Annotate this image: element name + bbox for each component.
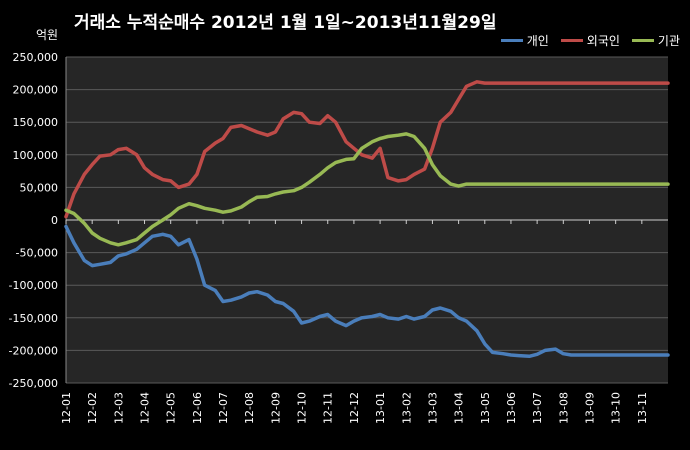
legend-item-foreign: 외국인	[560, 32, 620, 49]
y-tick-label: 250,000	[13, 51, 59, 64]
x-tick-label: 13-10	[610, 392, 623, 424]
x-tick-label: 12-04	[139, 392, 152, 424]
legend-swatch-foreign	[560, 39, 583, 42]
x-tick-label: 12-09	[269, 392, 282, 424]
x-tick-label: 12-01	[60, 392, 73, 424]
legend-item-gaein: 개인	[500, 32, 549, 49]
legend-swatch-institution	[631, 39, 654, 42]
x-tick-label: 13-11	[636, 392, 649, 424]
x-tick-label: 13-03	[426, 392, 439, 424]
x-tick-label: 12-06	[191, 392, 204, 424]
y-tick-label: 100,000	[13, 149, 59, 162]
x-tick-label: 13-07	[531, 392, 544, 424]
x-tick-label: 13-06	[505, 392, 518, 424]
x-tick-label: 12-03	[112, 392, 125, 424]
x-tick-label: 13-04	[453, 392, 466, 424]
chart-title: 거래소 누적순매수 2012년 1월 1일~2013년11월29일	[74, 13, 497, 33]
legend-item-institution: 기관	[631, 32, 680, 49]
y-tick-label: 200,000	[13, 84, 59, 97]
x-tick-label: 13-02	[400, 392, 413, 424]
legend: 개인 외국인 기관	[500, 32, 680, 49]
y-tick-label: 150,000	[13, 116, 59, 129]
y-tick-label: -50,000	[16, 247, 58, 260]
legend-label-institution: 기관	[657, 34, 680, 48]
legend-label-gaein: 개인	[526, 34, 549, 48]
legend-swatch-gaein	[500, 39, 523, 42]
x-tick-label: 12-12	[348, 392, 361, 424]
x-tick-label: 13-05	[479, 392, 492, 424]
unit-label: 억원	[36, 28, 59, 42]
x-tick-label: 13-01	[374, 392, 387, 424]
x-tick-label: 13-08	[557, 392, 570, 424]
x-tick-label: 12-02	[86, 392, 99, 424]
y-tick-label: -100,000	[9, 279, 58, 292]
x-tick-label: 12-07	[217, 392, 230, 424]
legend-label-foreign: 외국인	[586, 34, 620, 48]
y-tick-label: -250,000	[9, 377, 58, 390]
line-series-institution	[64, 132, 670, 247]
y-tick-label: -150,000	[9, 312, 58, 325]
x-tick-label: 12-05	[165, 392, 178, 424]
y-tick-label: 50,000	[20, 181, 59, 194]
x-tick-label: 12-10	[296, 392, 309, 424]
x-tick-label: 12-11	[322, 392, 335, 424]
x-tick-label: 12-08	[243, 392, 256, 424]
line-series-foreign	[64, 80, 670, 219]
x-tick-label: 13-09	[583, 392, 596, 424]
line-series-gaein	[64, 224, 670, 359]
y-tick-label: 0	[51, 214, 58, 227]
y-tick-label: -200,000	[9, 344, 58, 357]
